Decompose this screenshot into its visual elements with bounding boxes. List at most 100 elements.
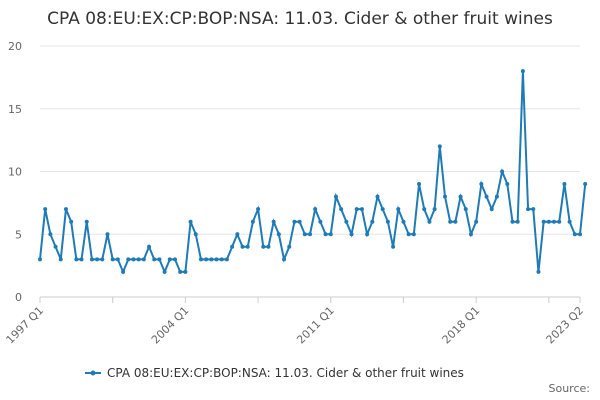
point [349, 232, 354, 237]
point [422, 207, 427, 212]
point [219, 257, 224, 262]
point [95, 257, 100, 262]
line [39, 71, 587, 275]
point [173, 257, 177, 262]
point [178, 269, 183, 274]
point [500, 169, 505, 174]
point [297, 219, 302, 224]
x-tick-label: 1997 Q1 [4, 304, 47, 347]
point [147, 244, 152, 249]
point [162, 269, 167, 274]
point [84, 219, 89, 224]
point [318, 219, 323, 224]
point [282, 257, 287, 262]
y-tick-label: 5 [15, 228, 22, 241]
x-tick-label: 2004 Q1 [149, 304, 192, 347]
point [432, 207, 437, 212]
point [313, 207, 318, 212]
point [489, 207, 494, 212]
point [339, 207, 344, 212]
chart-title: CPA 08:EU:EX:CP:BOP:NSA: 11.03. Cider & … [47, 9, 553, 29]
point [443, 194, 447, 199]
point [474, 219, 479, 224]
point [546, 219, 551, 224]
y-tick-label: 0 [15, 291, 22, 304]
point [567, 219, 572, 224]
point [131, 257, 136, 262]
point [69, 219, 74, 224]
point [292, 219, 297, 224]
point [43, 207, 48, 212]
point [121, 269, 126, 274]
point [536, 269, 541, 274]
point [79, 257, 84, 262]
point [276, 232, 281, 237]
point [531, 207, 536, 212]
point [204, 257, 209, 262]
point [520, 69, 525, 74]
point [359, 207, 364, 212]
point [385, 219, 390, 224]
point [458, 194, 463, 199]
point [494, 194, 499, 199]
point [38, 257, 42, 262]
point [417, 182, 422, 187]
point [224, 257, 229, 262]
point [167, 257, 172, 262]
y-tick-label: 10 [8, 166, 22, 179]
point [198, 257, 203, 262]
x-tick-label: 2018 Q1 [440, 304, 483, 347]
point [401, 219, 406, 224]
point [541, 219, 546, 224]
point [552, 219, 557, 224]
legend-text: CPA 08:EU:EX:CP:BOP:NSA: 11.03. Cider & … [107, 366, 464, 380]
point [235, 232, 240, 237]
point [287, 244, 292, 249]
point [380, 207, 385, 212]
point [157, 257, 162, 262]
x-tick-label: 2011 Q1 [294, 304, 337, 347]
point [463, 207, 468, 212]
point [271, 219, 276, 224]
point [183, 269, 188, 274]
point [100, 257, 105, 262]
point [214, 257, 219, 262]
point [53, 244, 58, 249]
point [479, 182, 484, 187]
point [333, 194, 338, 199]
point [437, 144, 442, 149]
point [468, 232, 473, 237]
point [365, 232, 370, 237]
point [302, 232, 307, 237]
point [484, 194, 489, 199]
point [266, 244, 271, 249]
point [110, 257, 115, 262]
point [136, 257, 141, 262]
point [328, 232, 333, 237]
point [572, 232, 577, 237]
point [354, 207, 359, 212]
point [126, 257, 131, 262]
point [510, 219, 515, 224]
point [562, 182, 567, 187]
y-tick-label: 15 [8, 103, 22, 116]
point [193, 232, 198, 237]
point [308, 232, 312, 237]
point [323, 232, 328, 237]
point [152, 257, 157, 262]
point [411, 232, 416, 237]
point [188, 219, 193, 224]
point [526, 207, 531, 212]
point [370, 219, 375, 224]
point [250, 219, 255, 224]
point [245, 244, 250, 249]
point [115, 257, 120, 262]
point [256, 207, 261, 212]
point [583, 182, 588, 187]
point [375, 194, 380, 199]
point [427, 219, 432, 224]
point [515, 219, 520, 224]
point [406, 232, 411, 237]
point [58, 257, 63, 262]
point [105, 232, 110, 237]
